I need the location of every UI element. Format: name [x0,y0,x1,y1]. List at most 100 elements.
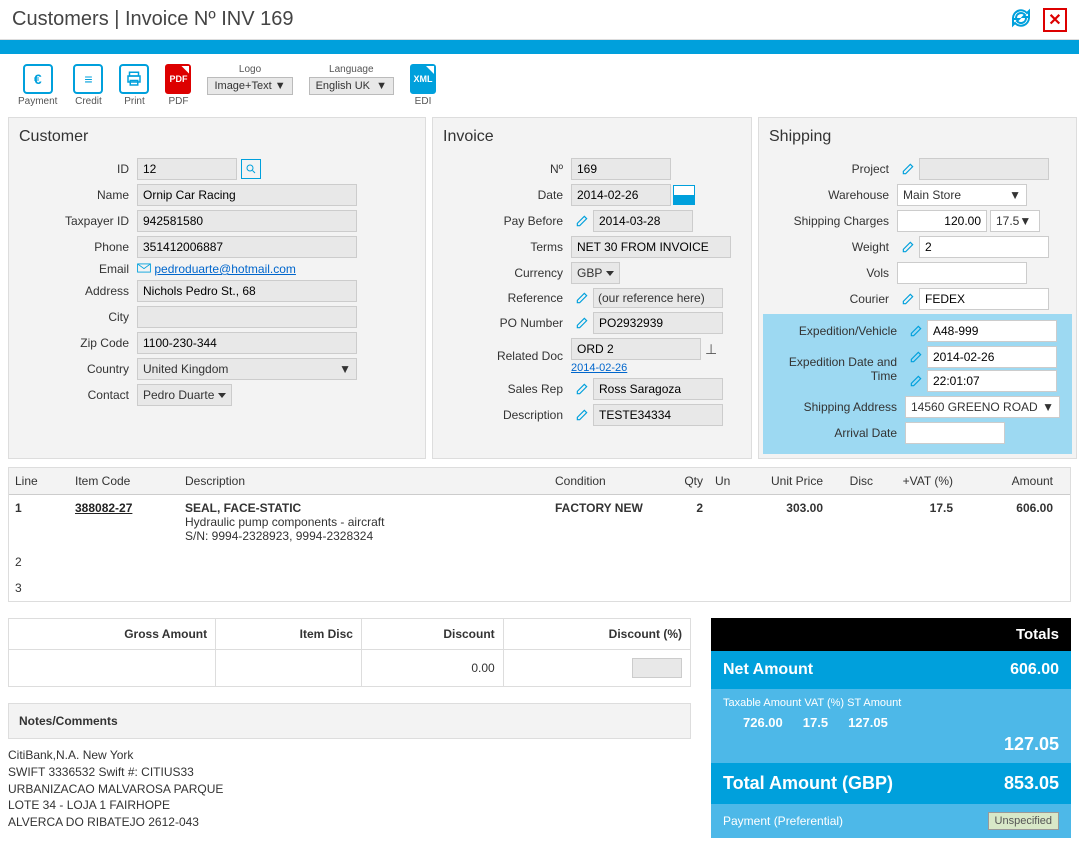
customer-zip-input[interactable] [137,332,357,354]
invoice-po-input[interactable] [593,312,723,334]
col-vat: +VAT (%) [879,468,959,494]
st-value: 127.05 [848,715,888,730]
shipping-project-input[interactable] [919,158,1049,180]
shipping-courier-input[interactable] [919,288,1049,310]
edit-icon[interactable] [900,161,916,177]
col-amt: Amount [959,468,1059,494]
invoice-desc-input[interactable] [593,404,723,426]
edit-icon[interactable] [908,323,924,339]
discount-pct-input[interactable] [632,658,682,678]
col-discountpct: Discount (%) [503,619,690,650]
invoice-rep-input[interactable] [593,378,723,400]
shipping-exped-date-input[interactable] [927,346,1057,368]
search-icon[interactable] [241,159,261,179]
logo-select[interactable]: Image+Text ▼ [207,77,292,95]
edit-icon[interactable] [908,349,924,365]
net-value: 606.00 [1010,661,1059,679]
st-total: 127.05 [723,734,1059,755]
col-price: Unit Price [739,468,829,494]
payment-button[interactable]: € Payment [18,64,57,107]
related-date-link[interactable]: 2014-02-26 [571,362,717,374]
expedition-box: Expedition/Vehicle Expedition Date and T… [763,314,1072,454]
taxable-value: 726.00 [743,715,783,730]
invoice-title: Invoice [433,118,751,158]
customer-phone-input[interactable] [137,236,357,258]
invoice-reference-input[interactable]: (our reference here) [593,288,723,308]
shipping-address-select[interactable]: 14560 GREENO ROAD▼ [905,396,1060,418]
edit-icon[interactable] [900,291,916,307]
payment-select[interactable]: Unspecified [988,812,1059,830]
separator-bar [0,40,1079,54]
notes-section: Notes/Comments CitiBank,N.A. New York SW… [8,703,691,839]
edit-icon[interactable] [574,315,590,331]
pdf-button[interactable]: PDF PDF [165,64,191,107]
col-qty: Qty [669,468,709,494]
customer-title: Customer [9,118,425,158]
item-code-link[interactable]: 388082-27 [75,501,132,515]
table-row[interactable]: 2 [9,549,1070,575]
customer-email-link[interactable]: pedroduarte@hotmail.com [154,262,296,276]
invoice-date-input[interactable] [571,184,671,206]
shipping-weight-input[interactable] [919,236,1049,258]
vat-pct-value: 17.5 [803,715,828,730]
shipping-warehouse-select[interactable]: Main Store▼ [897,184,1027,206]
invoice-no-input[interactable] [571,158,671,180]
add-doc-icon[interactable]: ⊥ [705,341,717,358]
col-itemdisc: Item Disc [216,619,362,650]
language-label: Language [329,64,374,75]
print-button[interactable]: Print [119,64,149,107]
credit-button[interactable]: ≡ Credit [73,64,103,107]
edit-icon[interactable] [908,373,924,389]
edit-icon[interactable] [574,213,590,229]
customer-contact-select[interactable]: Pedro Duarte [137,384,232,406]
invoice-paybefore-input[interactable] [593,210,693,232]
table-row[interactable]: 3 [9,575,1070,601]
calendar-icon[interactable] [673,185,695,205]
language-select[interactable]: English UK ▼ [309,77,394,95]
shipping-charges-vat-select[interactable]: 17.5 ▼ [990,210,1040,232]
shipping-vols-input[interactable] [897,262,1027,284]
totals-title: Totals [711,618,1071,651]
edi-button[interactable]: XML EDI [410,64,436,107]
shipping-title: Shipping [759,118,1076,158]
shipping-arrival-input[interactable] [905,422,1005,444]
line-items-table: Line Item Code Description Condition Qty… [8,467,1071,602]
col-line: Line [9,468,69,494]
edit-icon[interactable] [574,407,590,423]
edit-icon[interactable] [574,381,590,397]
invoice-related-input[interactable] [571,338,701,360]
payment-icon: € [23,64,53,94]
totals-panel: Totals Net Amount 606.00 Taxable Amount … [711,618,1071,838]
invoice-panel: Invoice Nº Date Pay Before Terms Currenc… [432,117,752,459]
shipping-exped-input[interactable] [927,320,1057,342]
table-row[interactable]: 1 388082-27 SEAL, FACE-STATICHydraulic p… [9,495,1070,549]
total-label: Total Amount (GBP) [723,773,893,794]
customer-tax-input[interactable] [137,210,357,232]
customer-name-input[interactable] [137,184,357,206]
col-disc: Disc [829,468,879,494]
logo-label: Logo [239,64,261,75]
customer-country-select[interactable]: United Kingdom▼ [137,358,357,380]
shipping-charges-input[interactable] [897,210,987,232]
customer-city-input[interactable] [137,306,357,328]
discount-table: Gross Amount Item Disc Discount Discount… [8,618,691,687]
mail-icon[interactable] [137,262,151,276]
discount-value: 0.00 [361,650,503,687]
edit-icon[interactable] [900,239,916,255]
customer-id-input[interactable] [137,158,237,180]
notes-body: CitiBank,N.A. New York SWIFT 3336532 Swi… [8,739,691,839]
edit-icon[interactable] [574,290,590,306]
xml-icon: XML [410,64,436,94]
col-item: Item Code [69,468,179,494]
col-un: Un [709,468,739,494]
refresh-icon[interactable] [1009,6,1033,33]
shipping-exped-time-input[interactable] [927,370,1057,392]
customer-address-input[interactable] [137,280,357,302]
invoice-currency-select[interactable]: GBP [571,262,620,284]
total-value: 853.05 [1004,773,1059,794]
customer-panel: Customer ID Name Taxpayer ID Phone Email… [8,117,426,459]
col-cond: Condition [549,468,669,494]
print-icon [119,64,149,94]
invoice-terms-input[interactable] [571,236,731,258]
close-icon[interactable]: ✕ [1043,8,1067,32]
